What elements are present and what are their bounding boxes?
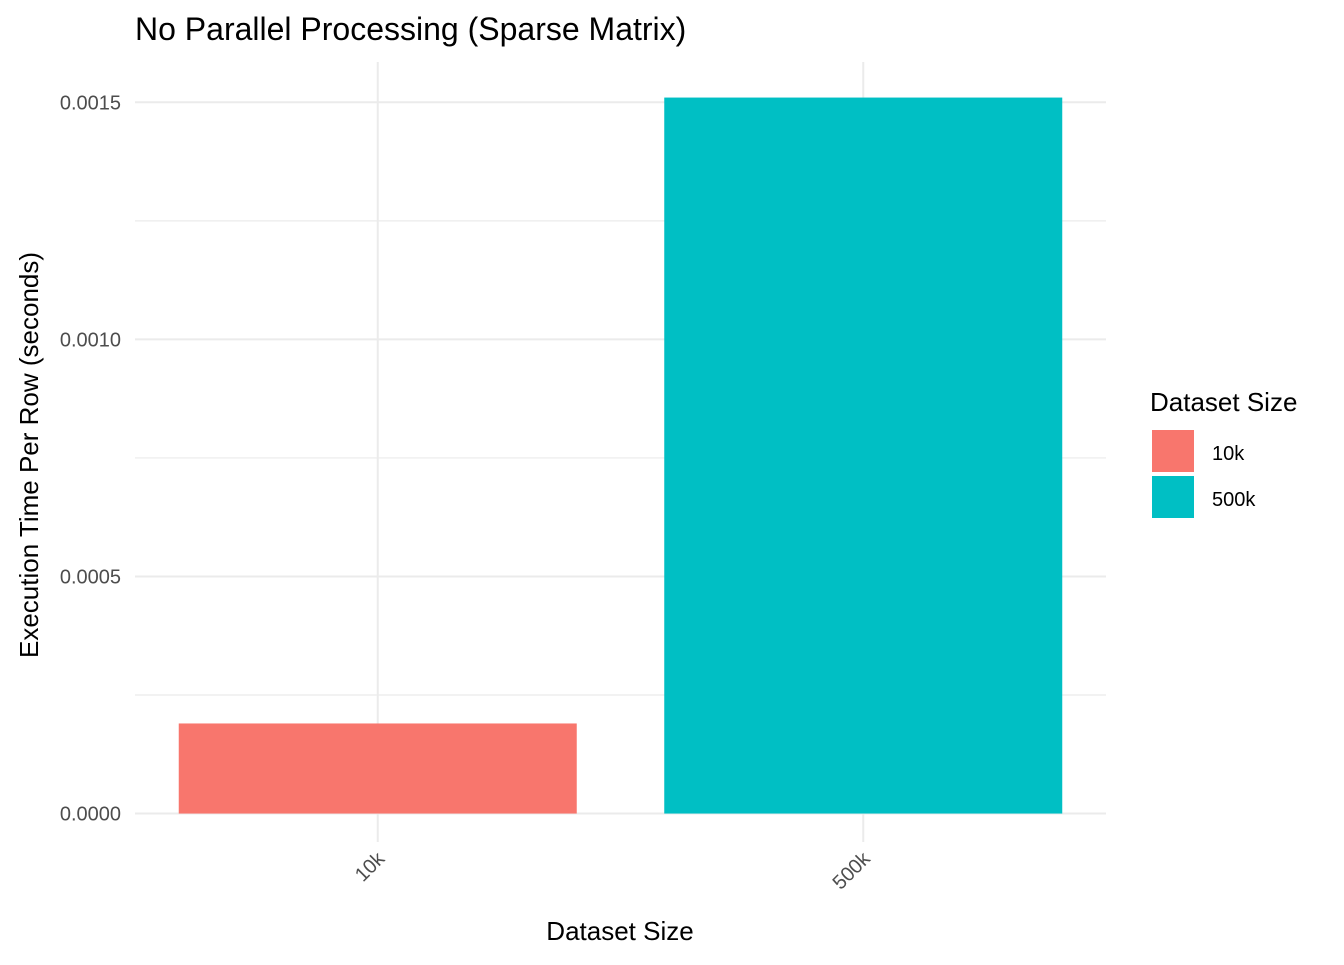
legend-items: 10k 500k	[1152, 430, 1256, 518]
y-axis-ticks: 0.0000 0.0005 0.0010 0.0015	[60, 92, 121, 825]
x-tick-label: 10k	[351, 847, 390, 886]
x-axis-ticks: 10k 500k	[351, 847, 876, 894]
y-tick-label: 0.0015	[60, 92, 121, 114]
legend-label: 10k	[1212, 443, 1245, 465]
y-tick-label: 0.0000	[60, 804, 121, 826]
chart-title: No Parallel Processing (Sparse Matrix)	[135, 11, 686, 47]
legend: Dataset Size 10k 500k	[1150, 387, 1297, 518]
y-tick-label: 0.0005	[60, 566, 121, 588]
legend-label: 500k	[1212, 489, 1256, 511]
y-tick-label: 0.0010	[60, 329, 121, 351]
bar-layer	[178, 97, 1063, 814]
x-axis-title: Dataset Size	[546, 916, 693, 946]
legend-key-10k	[1152, 430, 1194, 472]
legend-key-500k	[1152, 476, 1194, 518]
bar-500k	[664, 97, 1063, 814]
y-axis-title: Execution Time Per Row (seconds)	[14, 252, 44, 658]
x-tick-label: 500k	[829, 847, 876, 894]
bar-10k	[178, 723, 577, 814]
legend-title: Dataset Size	[1150, 387, 1297, 417]
